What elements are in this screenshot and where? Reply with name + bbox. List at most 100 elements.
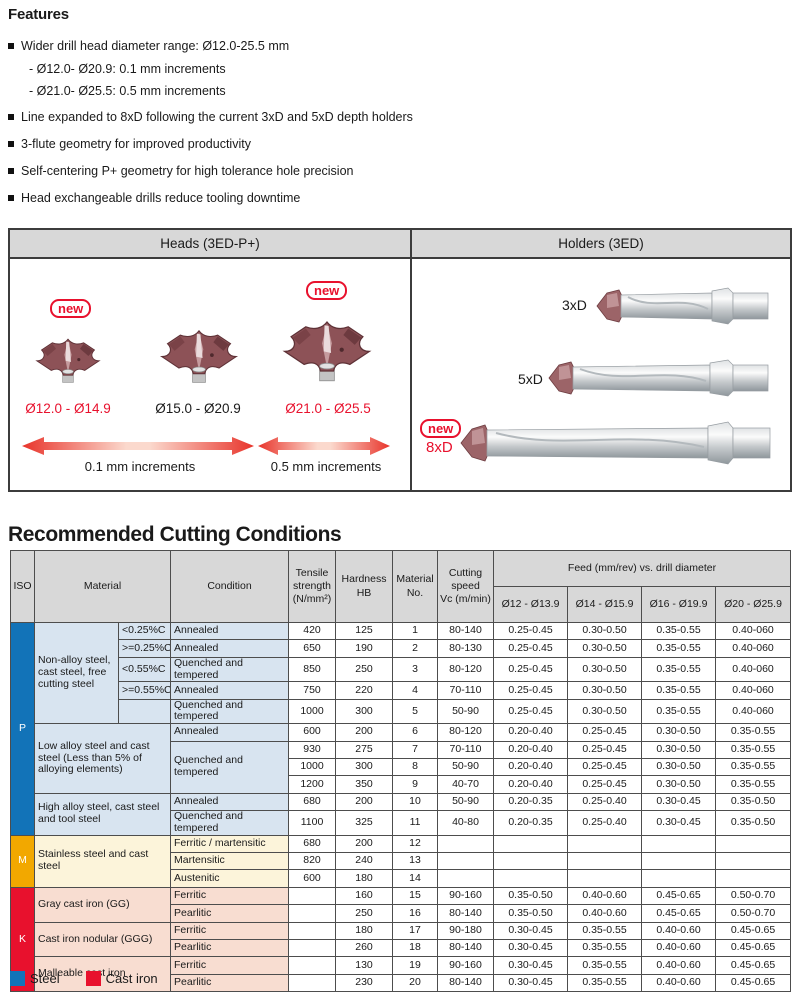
tensile-strength-value: 680 xyxy=(288,834,337,854)
feed-value xyxy=(715,834,792,854)
table-row: >=0.55%C Annealed 750 220 4 70-110 0.25-0.45 0.… xyxy=(11,681,792,700)
feed-value: 0.45-0.65 xyxy=(715,938,792,958)
feed-value: 0.35-0.55 xyxy=(567,938,643,958)
feed-value: 0.25-0.45 xyxy=(567,757,643,777)
col-header-feed-range: Ø20 - Ø25.9 xyxy=(715,586,792,623)
material-name: High alloy steel, cast steel and tool st… xyxy=(33,792,172,836)
product-diagram: Heads (3ED-P+) new new xyxy=(8,228,792,492)
holder-length-label: 8xD xyxy=(426,439,453,456)
material-no-value: 12 xyxy=(392,834,439,854)
tensile-strength-value xyxy=(288,904,337,923)
feed-value: 0.35-0.50 xyxy=(493,886,569,906)
hardness-value: 200 xyxy=(335,723,394,742)
feed-value: 0.30-0.50 xyxy=(567,639,643,658)
feed-value: 0.30-0.45 xyxy=(493,973,569,993)
table-row: Quenched and tempered 1100 325 11 40-80 0.20-… xyxy=(11,810,792,836)
holder-5xd-image xyxy=(548,359,769,397)
tensile-strength-value xyxy=(288,956,337,975)
table-row: K Gray cast iron (GG) Ferritic 160 15 90-160 0… xyxy=(10,886,792,993)
feed-value: 0.30-0.50 xyxy=(567,681,643,700)
legend-item: Cast iron xyxy=(85,971,158,986)
feed-value: 0.20-0.40 xyxy=(493,757,569,777)
material-no-value: 19 xyxy=(392,956,439,975)
hardness-value: 350 xyxy=(335,775,394,794)
feed-value: 0.30-0.45 xyxy=(493,956,569,975)
cutting-speed-value: 80-120 xyxy=(437,723,495,742)
col-header-material: Material xyxy=(33,550,172,623)
cutting-speed-value: 40-70 xyxy=(437,775,495,794)
feed-value: 0.25-0.45 xyxy=(493,639,569,658)
holder-length-label: 5xD xyxy=(518,371,543,387)
hardness-value: 300 xyxy=(335,757,394,777)
heads-panel: Heads (3ED-P+) new new xyxy=(10,230,412,490)
holders-panel-title: Holders (3ED) xyxy=(412,230,790,259)
material-name: Non-alloy steel, cast steel, free cuttin… xyxy=(34,621,119,725)
tensile-strength-value: 420 xyxy=(288,621,337,641)
hardness-value: 130 xyxy=(335,956,394,975)
feed-value: 0.30-0.50 xyxy=(641,775,717,794)
col-header-feed-range: Ø12 - Ø13.9 xyxy=(493,586,569,623)
feed-value xyxy=(715,852,792,871)
feed-value: 0.50-0.70 xyxy=(715,886,792,906)
carbon-content-label: >=0.55%C xyxy=(117,681,172,700)
condition-cell: Annealed xyxy=(170,681,290,700)
condition-cell: Ferritic xyxy=(170,886,290,906)
condition-cell: Annealed xyxy=(170,723,290,742)
condition-cell: Pearlitic xyxy=(170,938,290,958)
table-header: ISO Material Condition Tensile strength … xyxy=(10,550,792,623)
tensile-strength-value: 1000 xyxy=(288,698,337,725)
condition-cell: Ferritic xyxy=(170,956,290,975)
feed-value: 0.40-0.60 xyxy=(641,938,717,958)
hardness-value: 220 xyxy=(335,681,394,700)
condition-cell: Quenched and tempered xyxy=(170,740,290,794)
feature-item: Self-centering P+ geometry for high tole… xyxy=(8,164,792,178)
col-header-feed-range: Ø16 - Ø19.9 xyxy=(641,586,717,623)
col-header-feed: Feed (mm/rev) vs. drill diameter xyxy=(493,550,792,587)
table-row: <0.55%C Quenched and tempered 850 250 3 80-12… xyxy=(11,656,792,683)
drill-head-small-image xyxy=(35,338,101,383)
feed-value xyxy=(641,852,717,871)
feed-value xyxy=(493,834,569,854)
hardness-value: 250 xyxy=(335,656,394,683)
material-no-value: 17 xyxy=(392,921,439,940)
feed-value: 0.40-0.60 xyxy=(567,904,643,923)
feature-item: 3-flute geometry for improved productivi… xyxy=(8,137,792,151)
feature-text: Wider drill head diameter range: Ø12.0-2… xyxy=(21,39,290,53)
material-no-value: 16 xyxy=(392,904,439,923)
legend-swatch xyxy=(85,971,101,986)
feed-value: 0.35-0.55 xyxy=(567,973,643,993)
holder-3xd-image xyxy=(596,287,769,325)
col-header-hardness: Hardness HB xyxy=(335,550,394,623)
hardness-value: 160 xyxy=(335,886,394,906)
feed-value: 0.35-0.50 xyxy=(715,792,792,812)
table-row: M Stainless steel and cast steel Ferritic … xyxy=(10,834,792,888)
feed-value: 0.30-0.45 xyxy=(493,921,569,940)
condition-cell: Annealed xyxy=(170,621,290,641)
feature-text: Line expanded to 8xD following the curre… xyxy=(21,110,413,124)
feed-value: 0.30-0.45 xyxy=(493,938,569,958)
hardness-value: 300 xyxy=(335,698,394,725)
feed-value: 0.30-0.50 xyxy=(641,757,717,777)
drill-head-medium-image xyxy=(159,329,239,383)
cutting-speed-value: 80-140 xyxy=(437,904,495,923)
legend-item: Steel xyxy=(10,971,60,986)
feed-value: 0.40-060 xyxy=(715,656,792,683)
carbon-content-label xyxy=(117,698,172,725)
holder-8xd-image xyxy=(460,421,771,465)
feed-value: 0.35-0.55 xyxy=(567,956,643,975)
feed-value: 0.35-0.55 xyxy=(715,757,792,777)
material-no-value: 13 xyxy=(392,852,439,871)
feed-value xyxy=(641,869,717,888)
feed-value xyxy=(641,834,717,854)
feed-value: 0.40-0.60 xyxy=(567,886,643,906)
tensile-strength-value: 1100 xyxy=(288,810,337,836)
head-range-label: Ø21.0 - Ø25.5 xyxy=(285,401,371,416)
feed-value xyxy=(567,869,643,888)
feed-value: 0.25-0.45 xyxy=(493,698,569,725)
material-no-value: 3 xyxy=(392,656,439,683)
cutting-speed-value: 50-90 xyxy=(437,792,495,812)
hardness-value: 260 xyxy=(335,938,394,958)
feed-value: 0.20-0.40 xyxy=(493,740,569,759)
table-row: Quenched and tempered 1000 300 5 50-90 0.25-0… xyxy=(11,698,792,725)
feature-text: 3-flute geometry for improved productivi… xyxy=(21,137,251,151)
